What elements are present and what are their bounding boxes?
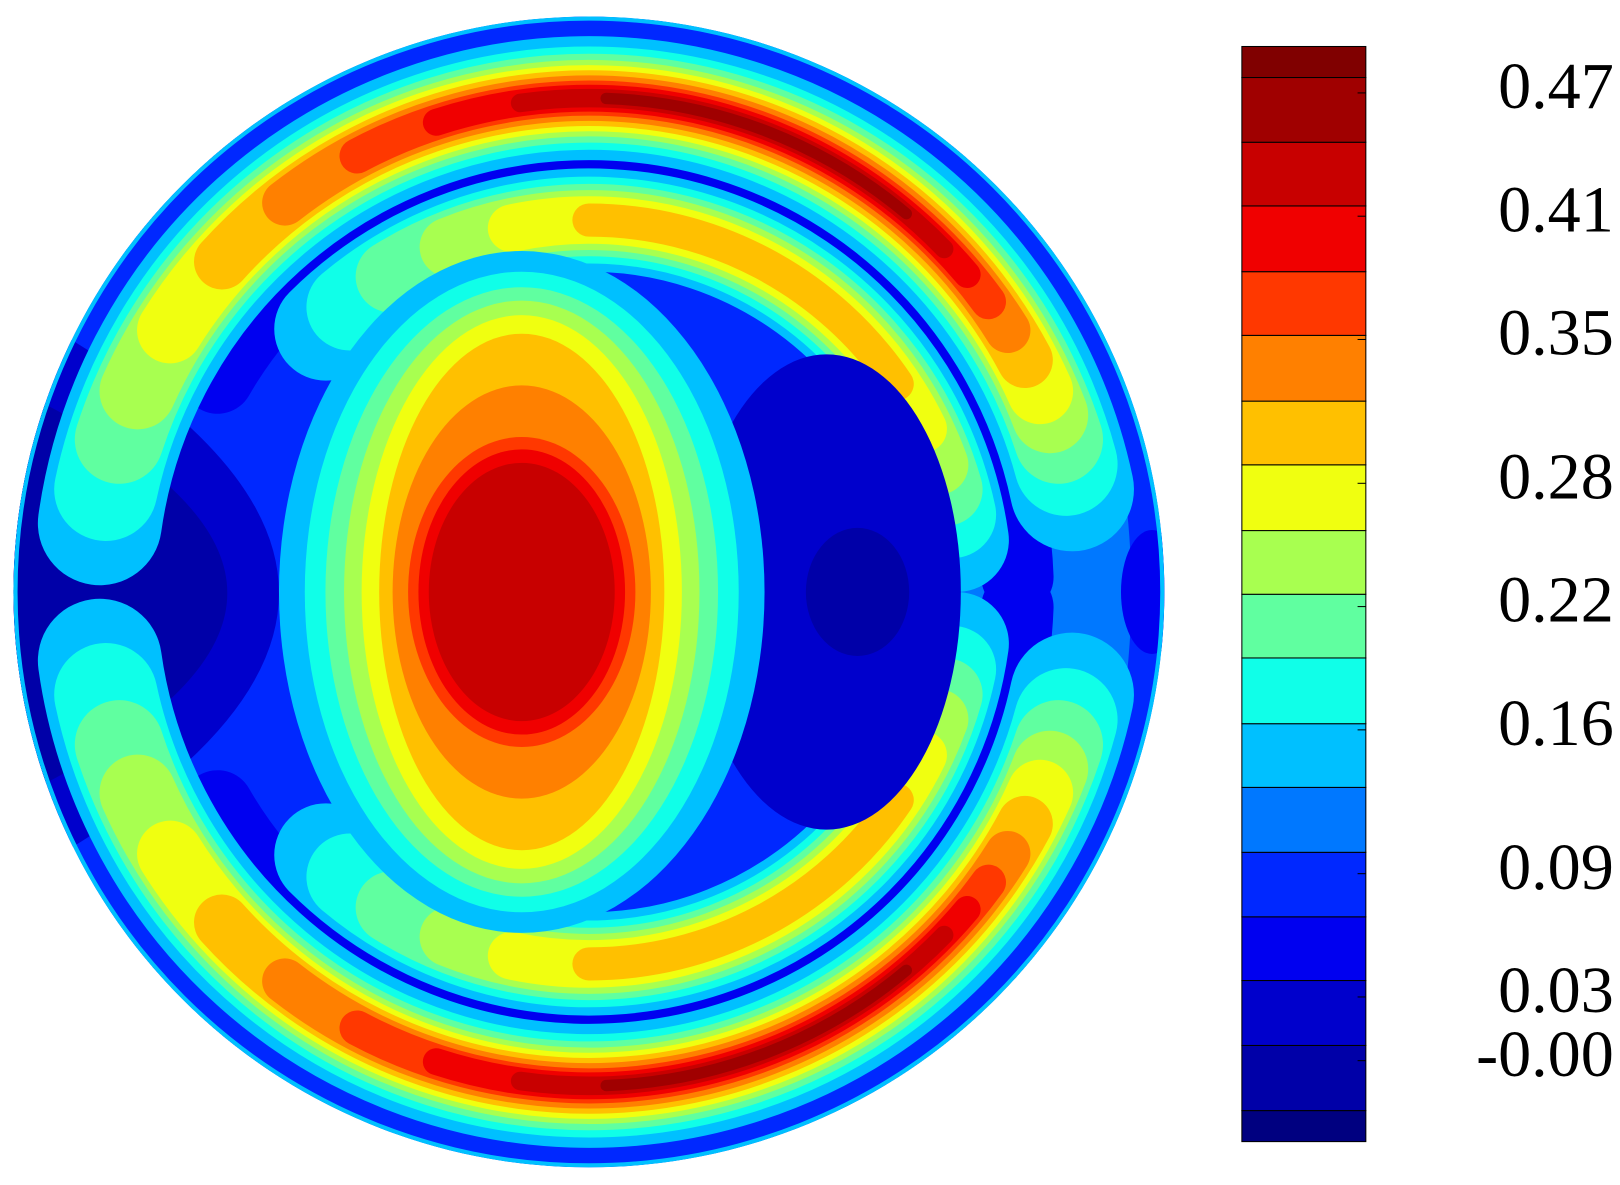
contour-band <box>572 203 914 401</box>
colorbar-tick-label: 0.35 <box>1498 297 1614 370</box>
colorbar-tick-label: 0.22 <box>1498 564 1614 637</box>
colorbar-band <box>1241 271 1367 336</box>
colorbar-tick-label: 0.09 <box>1498 831 1614 904</box>
colorbar-tick-label: -0.00 <box>1476 1018 1614 1091</box>
colorbar-band <box>1241 141 1367 207</box>
colorbar-band <box>1241 76 1367 143</box>
colorbar-tick-label: 0.16 <box>1498 687 1614 760</box>
colorbar-band <box>1241 1044 1367 1112</box>
contour-band <box>181 570 1054 1057</box>
colorbar-band <box>1241 916 1367 982</box>
contour-band <box>181 127 1054 614</box>
contour-band <box>572 783 914 981</box>
contour-band <box>600 964 913 1092</box>
contour-region <box>805 527 910 657</box>
colorbar: 0.47 0.41 0.35 0.28 0.22 0.16 0.09 0.03-0.00 <box>1241 45 1614 1143</box>
upper-half <box>37 36 1134 614</box>
colorbar-band <box>1241 657 1367 725</box>
contour-field <box>13 16 1165 1168</box>
colorbar-band <box>1241 334 1367 402</box>
colorbar-band <box>1241 786 1367 853</box>
contour-region <box>428 462 615 722</box>
colorbar-band <box>1241 851 1367 918</box>
colorbar-band <box>1241 45 1367 79</box>
colorbar-tick-label: 0.41 <box>1498 173 1614 246</box>
colorbar-band <box>1241 980 1367 1046</box>
colorbar-tick-label: 0.47 <box>1498 50 1614 123</box>
lower-half <box>37 570 1134 1148</box>
contour-band <box>600 92 913 220</box>
colorbar-band <box>1241 530 1367 595</box>
colorbar-band <box>1241 1110 1367 1143</box>
colorbar-band <box>1241 593 1367 659</box>
colorbar-band <box>1241 400 1367 466</box>
disk-rim <box>13 16 1165 1168</box>
contour-region <box>1120 529 1165 654</box>
colorbar-tick-label: 0.03 <box>1498 954 1614 1027</box>
colorbar-tick-label: 0.28 <box>1498 440 1614 513</box>
colorbar-band <box>1241 723 1367 788</box>
colorbar-band <box>1241 205 1367 273</box>
colorbar-band <box>1241 464 1367 532</box>
